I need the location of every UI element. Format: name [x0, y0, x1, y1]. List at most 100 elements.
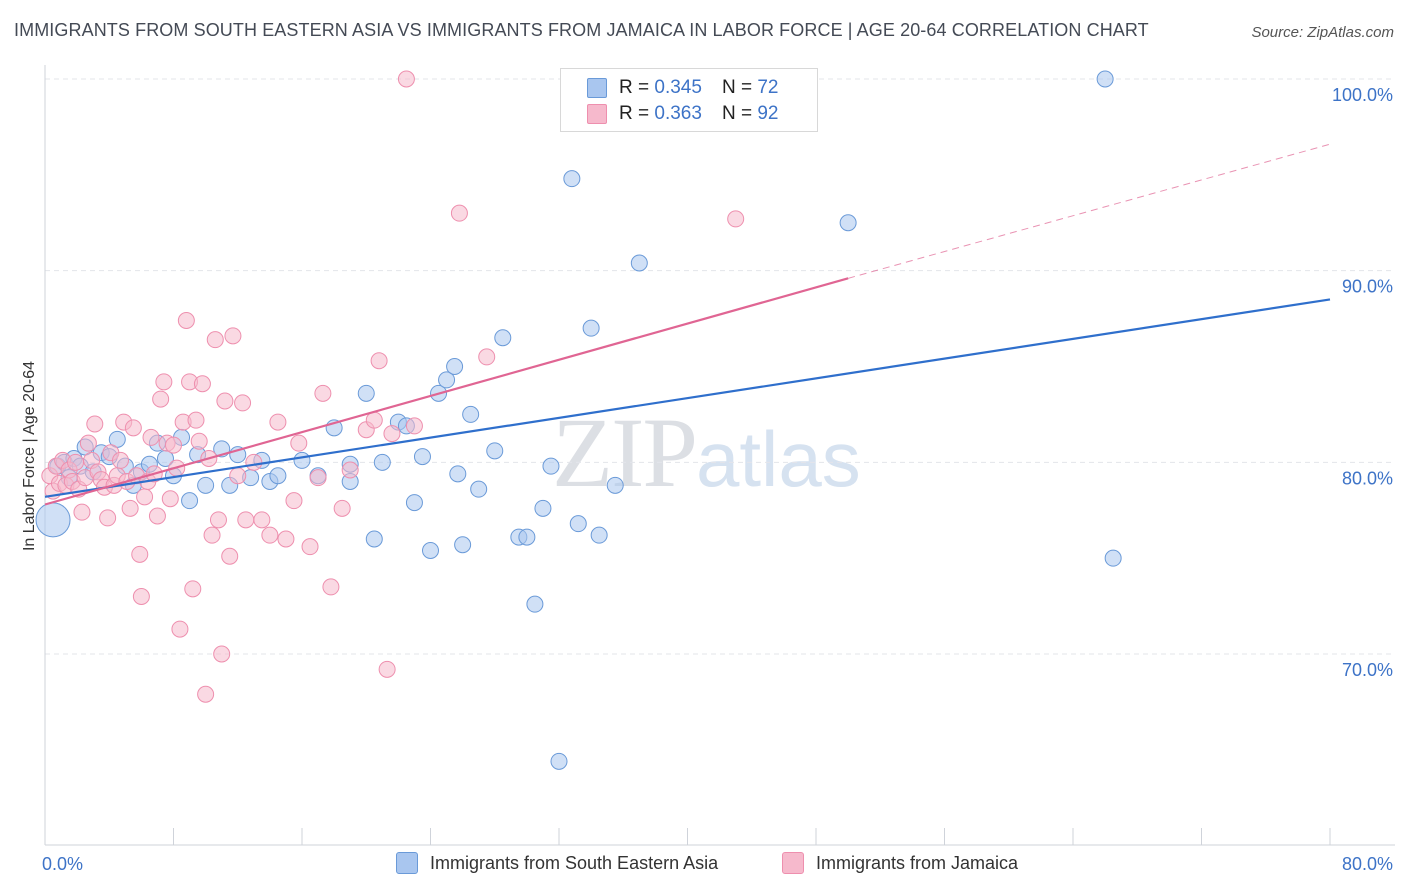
point-jamaica [224, 327, 242, 345]
point-jamaica [378, 660, 396, 678]
point-jamaica [190, 432, 208, 450]
point-jamaica [161, 490, 179, 508]
legend-label-sea: Immigrants from South Eastern Asia [430, 852, 719, 873]
point-jamaica [152, 390, 170, 408]
point-jamaica [209, 511, 227, 529]
point-jamaica [245, 453, 263, 471]
x-tick-label: 80.0% [1342, 854, 1393, 874]
point-jamaica [314, 384, 332, 402]
point-jamaica [341, 461, 359, 479]
stats-n-label: N = [721, 103, 753, 124]
point-jamaica [277, 530, 295, 548]
legend-item-jamaica[interactable]: Immigrants from Jamaica [782, 852, 1018, 874]
point-jamaica [148, 507, 166, 525]
point-jamaica [111, 451, 129, 469]
point-sea [1096, 70, 1114, 88]
stats-legend: R = 0.345 N = 72 R = 0.363 N = 92 [560, 68, 818, 132]
point-sea [526, 595, 544, 613]
y-tick-label: 70.0% [1342, 660, 1393, 680]
point-sea [569, 515, 587, 533]
point-jamaica [216, 392, 234, 410]
legend-item-sea[interactable]: Immigrants from South Eastern Asia [396, 852, 718, 874]
point-sea [365, 530, 383, 548]
watermark: ZIPatlas [552, 395, 861, 510]
trend-extension-jamaica [847, 143, 1331, 279]
y-tick-label: 100.0% [1332, 85, 1393, 105]
point-jamaica [206, 331, 224, 349]
point-jamaica [309, 469, 327, 487]
point-sea [405, 494, 423, 512]
stats-r-value: 0.363 [654, 103, 702, 124]
point-jamaica [333, 499, 351, 517]
point-sea [494, 329, 512, 347]
point-sea [839, 214, 857, 232]
stats-row-jamaica: R = 0.363 N = 92 [587, 102, 778, 126]
point-jamaica [197, 685, 215, 703]
point-jamaica [229, 467, 247, 485]
point-jamaica [99, 509, 117, 527]
point-jamaica [450, 204, 468, 222]
legend-swatch-jamaica [782, 852, 804, 874]
point-jamaica [165, 436, 182, 454]
y-tick-label: 90.0% [1342, 277, 1393, 297]
series-legend: Immigrants from South Eastern Asia Immig… [0, 850, 1406, 878]
point-jamaica [261, 526, 279, 544]
point-jamaica [727, 210, 745, 228]
point-sea [582, 319, 600, 337]
point-jamaica [203, 526, 221, 544]
point-sea [357, 384, 375, 402]
point-sea [462, 405, 480, 423]
point-sea [518, 528, 536, 546]
point-jamaica [136, 488, 154, 506]
stats-r-label: R = [619, 103, 650, 124]
point-sea [438, 371, 456, 389]
point-jamaica [121, 499, 139, 517]
legend-label-jamaica: Immigrants from Jamaica [816, 852, 1019, 873]
point-jamaica [177, 312, 195, 329]
point-jamaica [322, 578, 340, 596]
point-sea [449, 465, 467, 483]
stats-r-label: R = [619, 77, 650, 98]
point-sea [293, 451, 311, 469]
point-jamaica [383, 425, 401, 443]
point-jamaica [370, 352, 388, 370]
legend-swatch-sea [396, 852, 418, 874]
point-sea [590, 526, 608, 544]
point-jamaica [86, 415, 104, 433]
point-jamaica [290, 434, 308, 452]
point-jamaica [132, 588, 150, 605]
point-jamaica [193, 375, 211, 393]
stats-n-value: 92 [757, 103, 779, 124]
point-sea [550, 752, 568, 770]
point-sea [606, 476, 624, 494]
point-jamaica [285, 492, 303, 510]
point-jamaica [213, 645, 231, 663]
point-sea [181, 492, 199, 510]
point-sea [470, 480, 488, 498]
stats-n-label: N = [721, 77, 753, 98]
point-jamaica [73, 503, 91, 521]
stats-swatch-jamaica [587, 104, 607, 124]
point-jamaica [171, 620, 189, 638]
source-label: Source: ZipAtlas.com [1251, 24, 1394, 41]
point-sea [413, 448, 431, 466]
y-tick-label: 80.0% [1342, 468, 1393, 488]
point-sea [486, 442, 504, 460]
point-jamaica [142, 428, 160, 446]
trend-line-jamaica [44, 277, 849, 506]
point-jamaica [131, 545, 149, 563]
stats-r-value: 0.345 [654, 77, 702, 98]
point-sea [534, 499, 552, 517]
stats-swatch-sea [587, 78, 607, 98]
point-sea [197, 476, 215, 494]
point-jamaica [184, 580, 202, 598]
trend-line-sea [44, 298, 1331, 498]
point-sea [35, 502, 71, 538]
point-jamaica [478, 348, 496, 366]
watermark-atlas: atlas [696, 415, 861, 503]
point-jamaica [405, 417, 423, 435]
chart-title: IMMIGRANTS FROM SOUTH EASTERN ASIA VS IM… [14, 20, 1149, 40]
point-jamaica [269, 413, 287, 431]
point-jamaica [365, 411, 383, 429]
